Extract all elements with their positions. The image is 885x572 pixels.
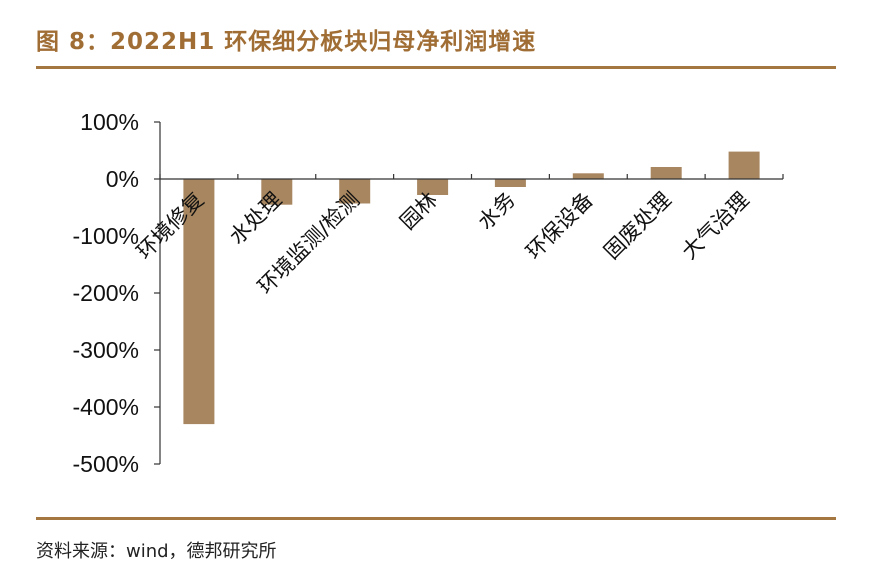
bar-4 (417, 179, 449, 195)
bar-8 (728, 151, 760, 179)
y-tick-label: -100% (73, 223, 139, 249)
bar-6 (572, 173, 604, 179)
source-divider (36, 517, 836, 520)
figure-title: 图 8：2022H1 环保细分板块归母净利润增速 (36, 29, 537, 55)
y-tick-label: 100% (80, 109, 139, 135)
bar-7 (650, 167, 682, 179)
source-note: 资料来源：wind，德邦研究所 (36, 541, 277, 562)
y-tick-label: 0% (106, 166, 139, 192)
bar-3 (339, 179, 371, 204)
bar-1 (183, 179, 215, 425)
y-tick-label: -500% (73, 451, 139, 477)
category-label-7: 固废处理 (599, 188, 675, 264)
y-tick-label: -400% (73, 394, 139, 420)
category-label-5: 水务 (473, 188, 520, 235)
category-label-8: 大气治理 (677, 188, 753, 264)
bar-2 (261, 179, 293, 205)
y-tick-label: -200% (73, 280, 139, 306)
category-label-6: 环保设备 (521, 188, 597, 264)
y-tick-label: -300% (73, 337, 139, 363)
title-divider (36, 66, 836, 69)
category-label-2: 水处理 (225, 188, 287, 250)
bar-5 (494, 179, 526, 187)
